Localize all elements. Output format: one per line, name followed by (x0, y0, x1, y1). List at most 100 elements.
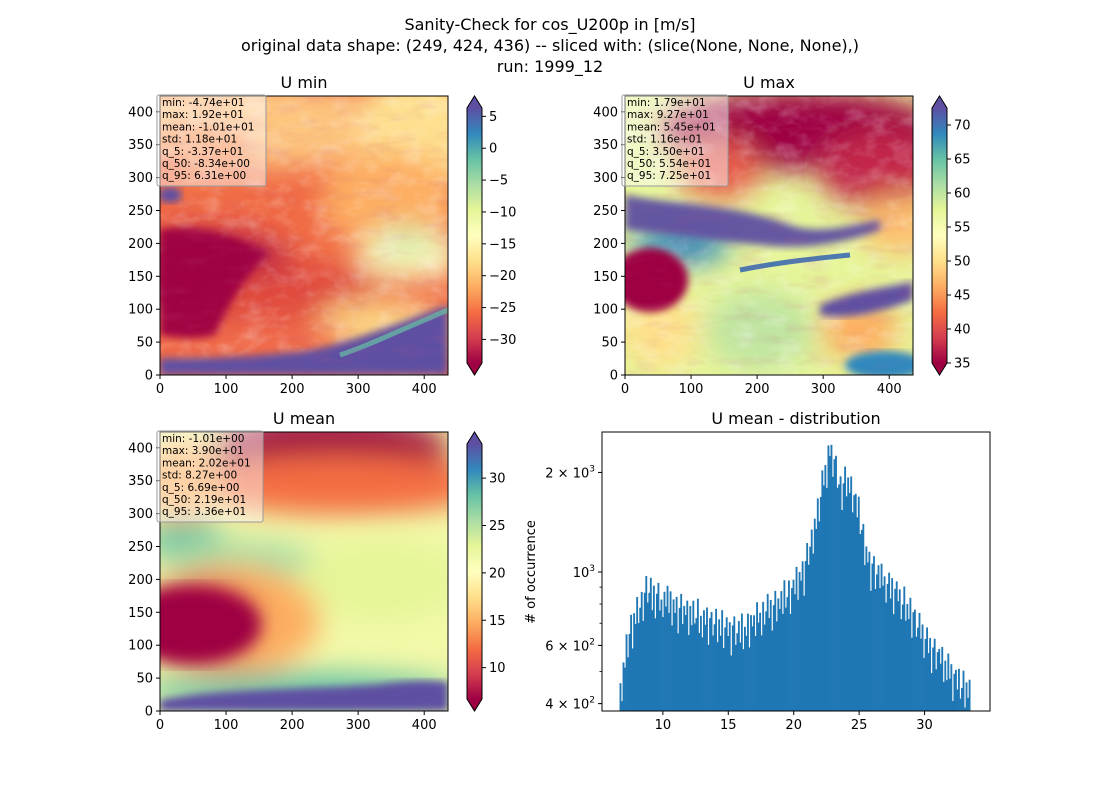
histogram-bar (825, 487, 828, 711)
histogram-bar (962, 670, 965, 711)
histogram-bar (657, 582, 660, 711)
histogram-bar (715, 608, 718, 711)
axes-u-mean: 0 100 200 300 400 0 50 100 150 200 250 300 350 400 (128, 441, 436, 733)
histogram-bar (639, 607, 642, 711)
colorbar-tick-label: −5 (489, 174, 508, 189)
colorbar-tick-label: 0 (489, 142, 497, 157)
histogram-bar (892, 614, 895, 711)
histogram-bar (839, 476, 842, 711)
stat-line: mean: 2.02e+01 (162, 457, 251, 469)
histogram-bar (671, 625, 674, 711)
histogram-bar (924, 638, 927, 711)
histogram-bar (915, 636, 918, 711)
x-tick-label: 300 (346, 718, 371, 733)
histogram-bar (907, 619, 910, 711)
histogram-bar (674, 612, 677, 711)
y-tick-label: 50 (601, 336, 618, 351)
x-tick-label: 100 (679, 382, 704, 397)
histogram-bar (932, 647, 935, 711)
colorbar-tick-label: −20 (489, 269, 516, 284)
histogram-bar (857, 496, 860, 711)
y-tick-label: 350 (128, 138, 153, 153)
histogram-bar (781, 613, 784, 711)
histogram-bar (909, 597, 912, 711)
histogram-bar (882, 585, 884, 711)
y-tick-mantissa: 2 × 10 (545, 466, 589, 481)
histogram-bar (722, 648, 725, 711)
histogram-bar (651, 610, 654, 711)
histogram-bar (627, 657, 629, 711)
histogram-bar (953, 673, 956, 711)
histogram-bar (678, 607, 681, 711)
panel-u-mean: U mean 0 100 200 300 400 0 50 100 150 200 250 300 35… (128, 409, 506, 733)
histogram-bar (795, 566, 798, 711)
histogram-bar (813, 518, 816, 711)
stat-line: max: 1.92e+01 (162, 109, 244, 121)
colorbar-tick-label: 30 (489, 472, 506, 487)
histogram-bar (918, 612, 921, 711)
histogram-bar (859, 534, 862, 711)
histogram-bar (789, 613, 792, 711)
histogram-bar (734, 644, 737, 711)
histogram-bar (954, 669, 957, 711)
histogram-bar (842, 483, 845, 711)
histogram-bar (709, 618, 711, 711)
histogram-bar (772, 605, 775, 711)
histogram-bar (643, 592, 646, 711)
histogram-bar (847, 477, 850, 711)
stat-line: q_95: 3.36e+01 (162, 506, 246, 518)
colorbar-tick-label: 20 (489, 566, 506, 581)
histogram-bar (874, 589, 877, 711)
histogram-bar (968, 679, 971, 711)
histogram-bar (754, 635, 757, 711)
heatmap-u-mean (160, 432, 448, 711)
x-tick-label: 400 (412, 382, 437, 397)
y-tick-label: 0 (145, 369, 153, 384)
histogram-bar (945, 680, 948, 711)
histogram-bar (900, 619, 903, 711)
histogram-bar (856, 517, 859, 711)
colorbar-tick-label: 60 (954, 187, 971, 202)
panel-u-mean-distribution: U mean - distribution # of occurrence 10… (524, 409, 991, 733)
histogram-bar (873, 556, 875, 711)
histogram-bar (871, 563, 874, 711)
histogram-bar (642, 620, 645, 711)
histogram-bar (942, 681, 945, 711)
stat-line: q_95: 6.31e+00 (162, 170, 246, 182)
x-tick-label: 0 (621, 382, 629, 397)
histogram-bar (876, 574, 878, 711)
colorbar-u-max: 70 65 60 55 50 45 40 35 (931, 95, 971, 376)
histogram-bar (775, 621, 778, 711)
y-tick-label: 100 (128, 303, 153, 318)
stat-line: q_50: 2.19e+01 (162, 494, 246, 506)
histogram-bar (885, 602, 888, 711)
histogram-bar (938, 648, 941, 711)
x-tick-label: 0 (156, 382, 164, 397)
histogram-bar (821, 470, 824, 711)
histogram-bar (797, 599, 799, 711)
histogram-bar (712, 635, 714, 711)
histogram-bar (947, 653, 950, 711)
histogram-bar (728, 622, 731, 711)
y-tick-mantissa: 6 × 10 (545, 639, 589, 654)
histogram-bar (753, 615, 755, 711)
histogram-bar (721, 610, 724, 711)
y-tick-label: 103 (573, 564, 595, 581)
histogram-bar (668, 612, 670, 711)
x-tick-label: 300 (811, 382, 836, 397)
histogram-bar (810, 529, 813, 711)
histogram-bar (886, 583, 889, 711)
histogram-bar (731, 625, 734, 711)
histogram-bar (766, 593, 769, 711)
histogram-bar (926, 627, 929, 711)
histogram-bar (800, 580, 803, 711)
histogram-bar (851, 512, 854, 711)
stat-line: std: 8.27e+00 (162, 470, 237, 482)
figure-title-line-3: run: 1999_12 (497, 57, 603, 77)
histogram-bar (816, 498, 819, 711)
y-tick-label: 250 (593, 204, 618, 219)
histogram-bar (788, 580, 790, 711)
histogram-bar (625, 634, 628, 711)
histogram-bar (769, 600, 772, 711)
